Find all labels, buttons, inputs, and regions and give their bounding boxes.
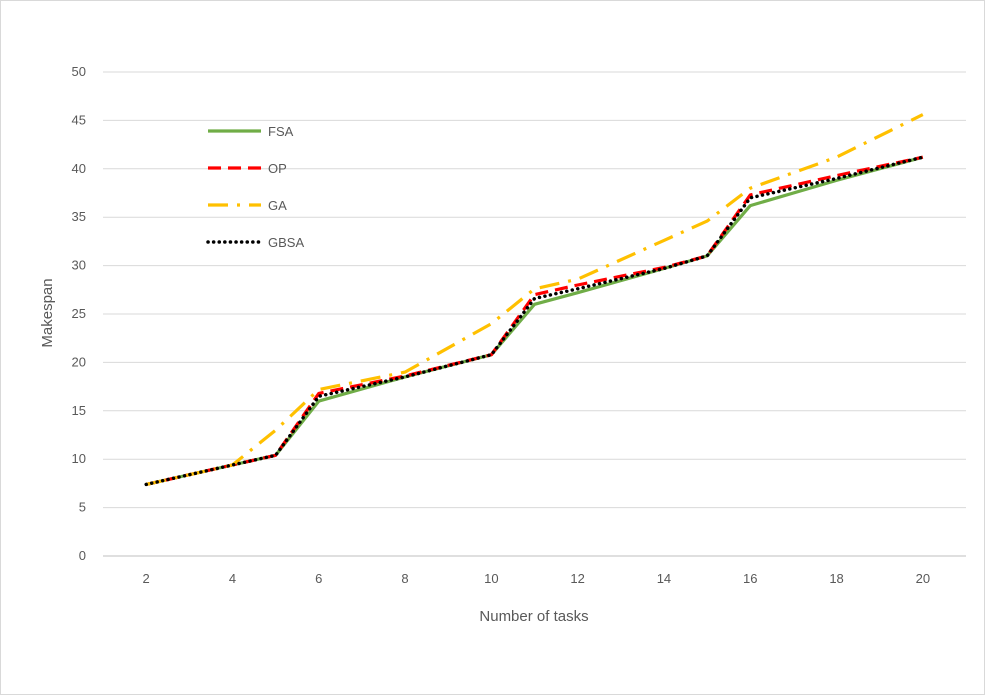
y-tick-label: 30 bbox=[72, 258, 86, 273]
y-tick-label: 5 bbox=[79, 500, 86, 515]
x-tick-label: 10 bbox=[484, 571, 498, 586]
x-tick-label: 8 bbox=[401, 571, 408, 586]
x-tick-label: 2 bbox=[143, 571, 150, 586]
x-tick-label: 12 bbox=[570, 571, 584, 586]
series-lines bbox=[144, 113, 925, 487]
y-axis-ticks: 0 5 10 15 20 25 30 35 40 45 50 bbox=[72, 64, 86, 563]
x-axis-ticks: 2 4 6 8 10 12 14 16 18 20 bbox=[143, 571, 931, 586]
series-line-ga bbox=[145, 113, 924, 486]
y-tick-label: 20 bbox=[72, 354, 86, 369]
y-tick-label: 25 bbox=[72, 306, 86, 321]
y-tick-label: 0 bbox=[79, 548, 86, 563]
x-tick-label: 18 bbox=[829, 571, 843, 586]
series-line-fsa bbox=[145, 155, 924, 486]
x-axis-title: Number of tasks bbox=[479, 608, 588, 625]
y-axis-title: Makespan bbox=[39, 278, 56, 347]
x-tick-label: 14 bbox=[657, 571, 671, 586]
legend-label-ga: GA bbox=[268, 198, 287, 213]
series-line-op bbox=[145, 155, 924, 486]
x-tick-label: 6 bbox=[315, 571, 322, 586]
legend-label-gbsa: GBSA bbox=[268, 235, 304, 250]
y-tick-label: 40 bbox=[72, 161, 86, 176]
x-tick-label: 16 bbox=[743, 571, 757, 586]
legend: FSA OP GA GBSA bbox=[206, 124, 304, 250]
series-line-gbsa bbox=[144, 155, 925, 487]
y-tick-label: 35 bbox=[72, 209, 86, 224]
legend-label-fsa: FSA bbox=[268, 124, 294, 139]
legend-label-op: OP bbox=[268, 161, 287, 176]
gridlines bbox=[103, 71, 966, 557]
y-tick-label: 15 bbox=[72, 403, 86, 418]
x-tick-label: 20 bbox=[916, 571, 930, 586]
y-tick-label: 45 bbox=[72, 112, 86, 127]
y-tick-label: 50 bbox=[72, 64, 86, 79]
y-tick-label: 10 bbox=[72, 451, 86, 466]
x-tick-label: 4 bbox=[229, 571, 236, 586]
